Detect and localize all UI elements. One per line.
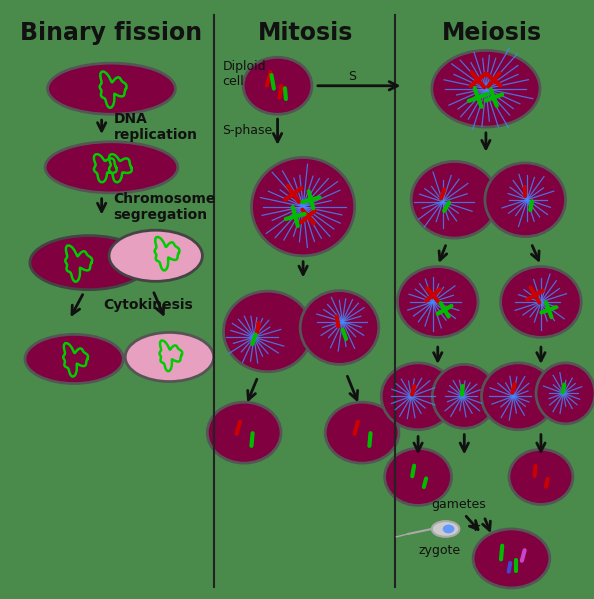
- Ellipse shape: [385, 449, 451, 506]
- Ellipse shape: [243, 58, 312, 114]
- Ellipse shape: [207, 402, 281, 463]
- Text: gametes: gametes: [431, 498, 486, 511]
- Ellipse shape: [411, 161, 498, 238]
- Text: Mitosis: Mitosis: [257, 21, 353, 45]
- Ellipse shape: [485, 163, 565, 237]
- Text: +: +: [469, 519, 482, 534]
- Ellipse shape: [125, 332, 214, 382]
- Ellipse shape: [381, 363, 455, 429]
- Text: Binary fission: Binary fission: [20, 21, 203, 45]
- Ellipse shape: [482, 363, 555, 429]
- Ellipse shape: [432, 364, 496, 428]
- Ellipse shape: [251, 158, 355, 256]
- Ellipse shape: [397, 267, 478, 337]
- Ellipse shape: [509, 449, 573, 504]
- Text: S-phase: S-phase: [223, 125, 273, 137]
- Text: Cytokinesis: Cytokinesis: [103, 298, 194, 312]
- Text: Chromosome
segregation: Chromosome segregation: [113, 192, 216, 222]
- Text: Meiosis: Meiosis: [442, 21, 542, 45]
- Text: DNA
replication: DNA replication: [113, 112, 197, 142]
- Ellipse shape: [473, 529, 550, 588]
- Ellipse shape: [45, 142, 178, 193]
- Ellipse shape: [109, 230, 203, 282]
- Text: zygote: zygote: [418, 544, 460, 557]
- Ellipse shape: [432, 521, 459, 537]
- Ellipse shape: [443, 525, 454, 533]
- Text: Diploid
cell: Diploid cell: [223, 60, 266, 88]
- Ellipse shape: [536, 363, 594, 424]
- Ellipse shape: [300, 291, 379, 364]
- Ellipse shape: [326, 402, 399, 463]
- Ellipse shape: [501, 267, 581, 337]
- Ellipse shape: [30, 235, 148, 290]
- Ellipse shape: [223, 291, 312, 372]
- Ellipse shape: [25, 334, 124, 383]
- Ellipse shape: [48, 63, 175, 114]
- Text: S: S: [348, 71, 356, 83]
- Ellipse shape: [432, 50, 540, 127]
